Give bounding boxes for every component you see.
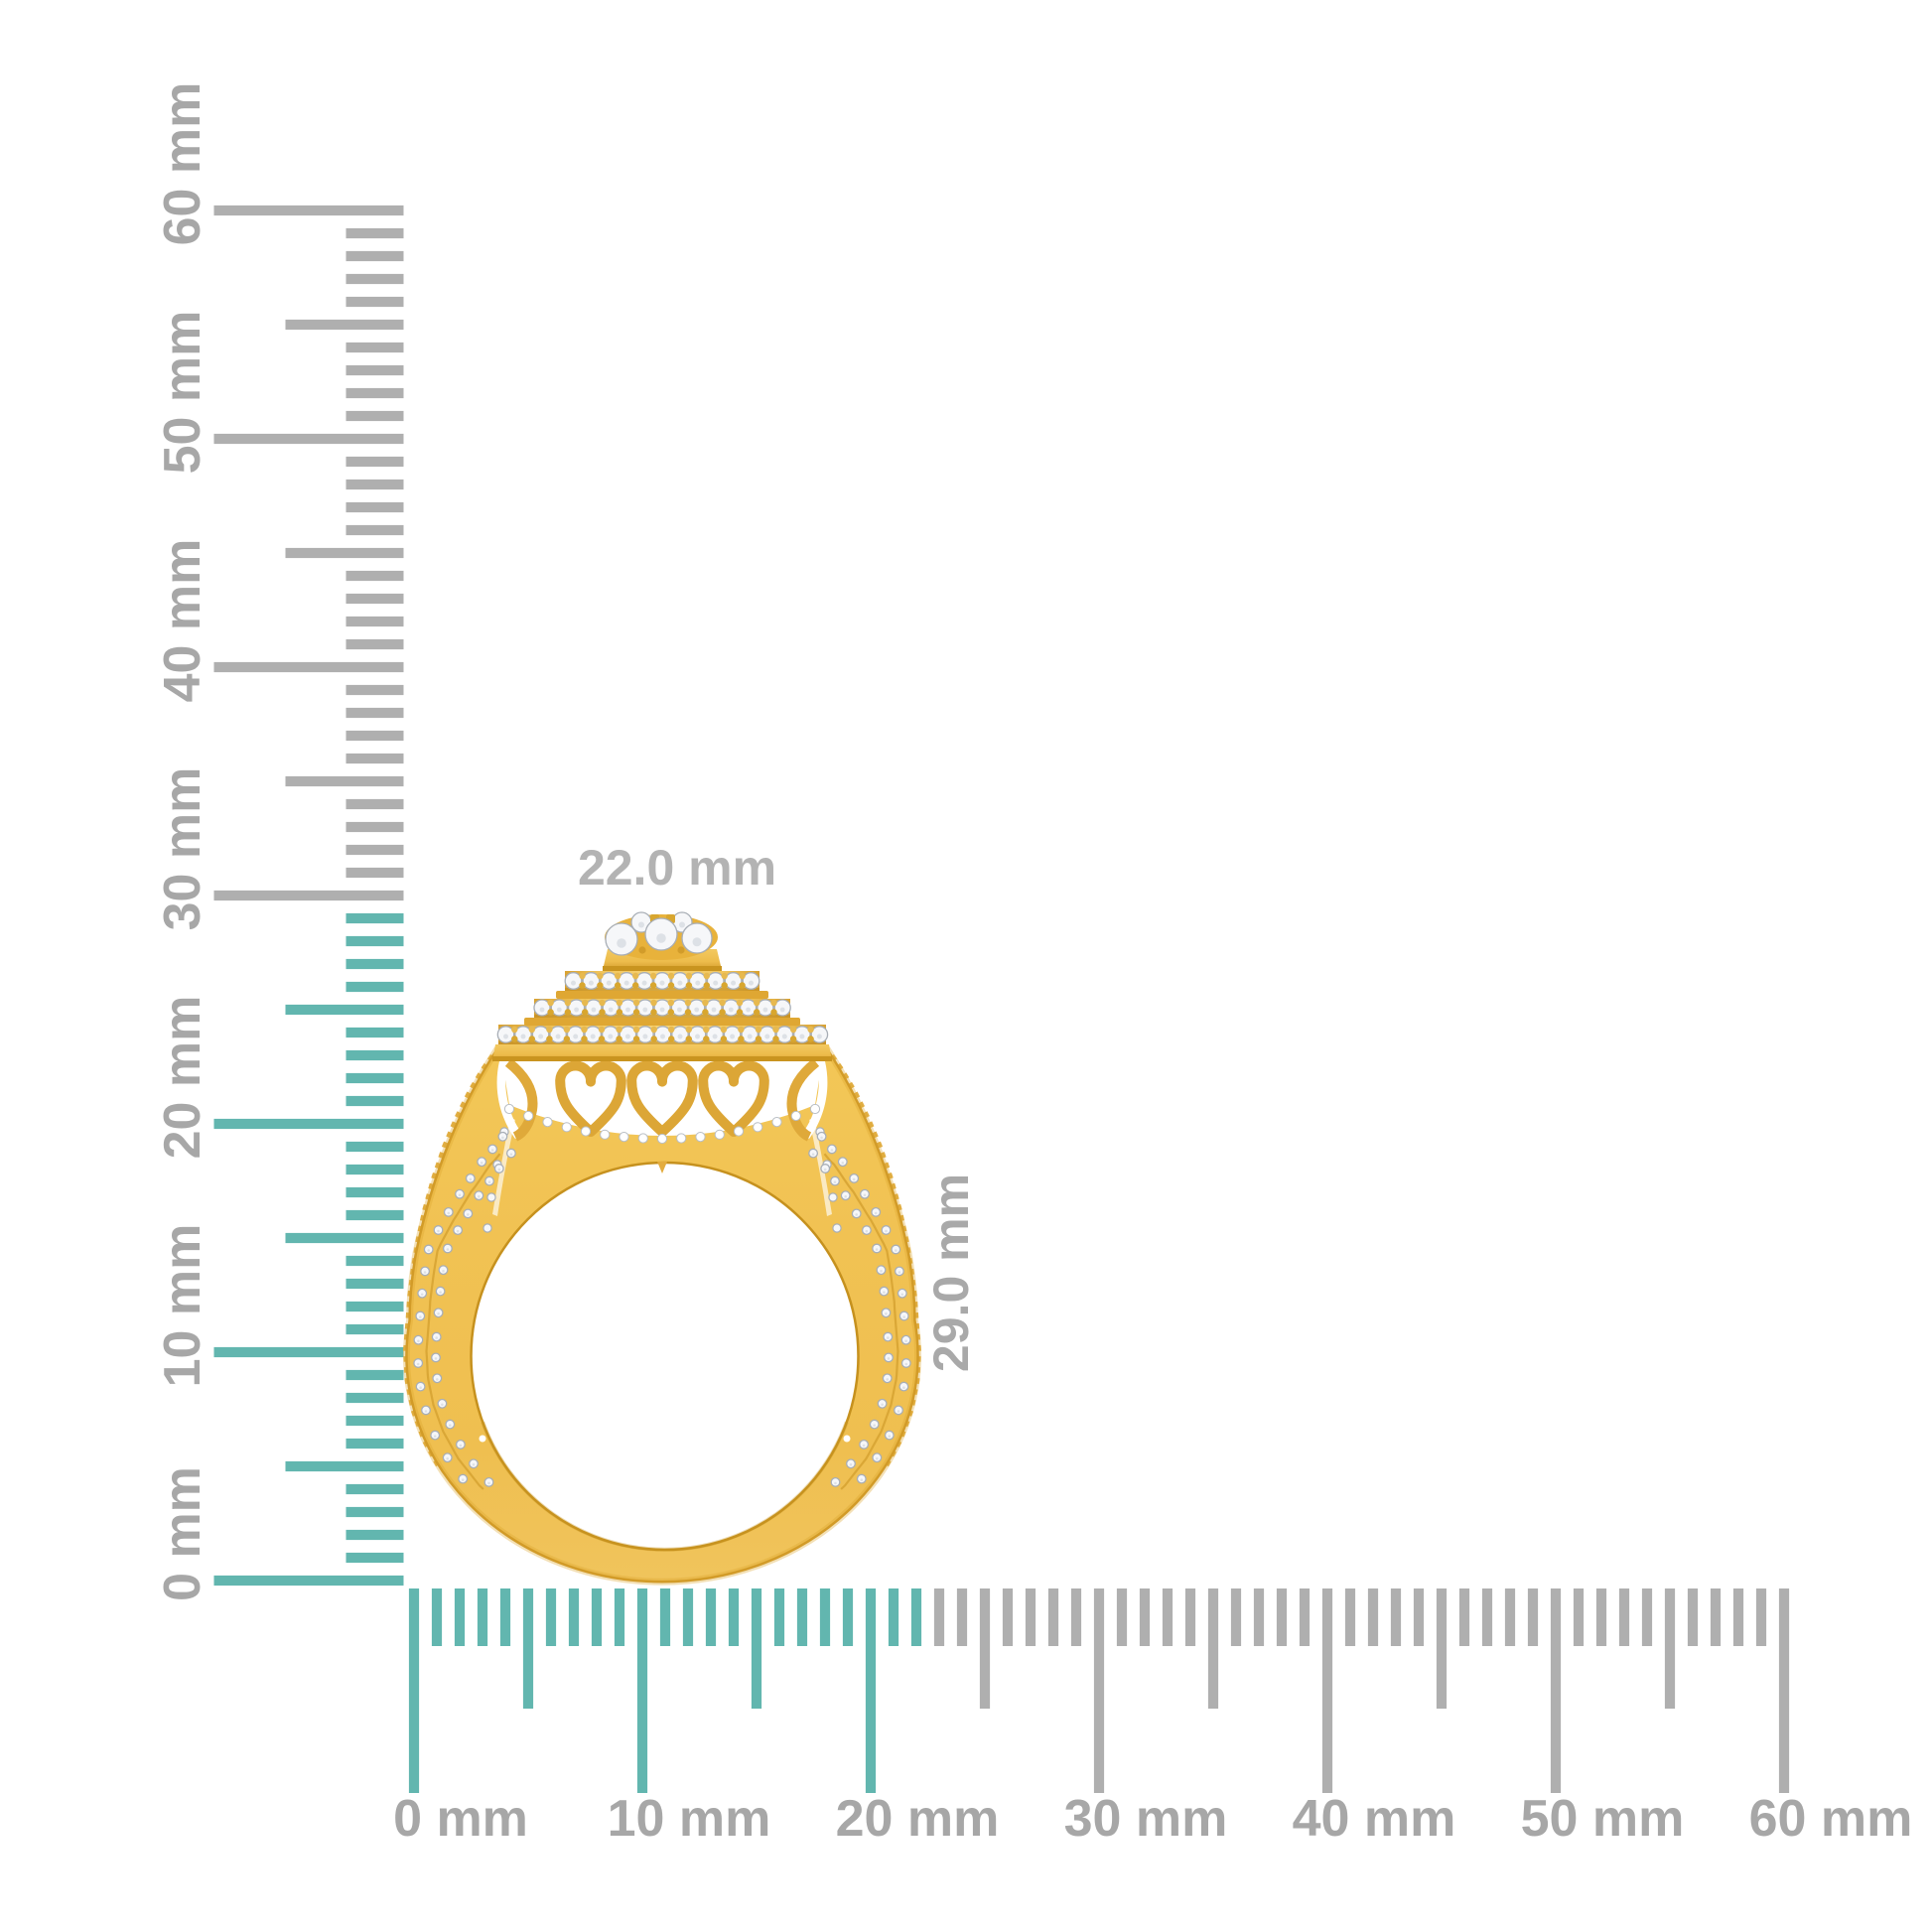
svg-text:22.0 mm: 22.0 mm (578, 840, 776, 896)
svg-text:30 mm: 30 mm (1064, 1790, 1228, 1848)
svg-text:20 mm: 20 mm (154, 996, 211, 1160)
svg-text:50 mm: 50 mm (154, 311, 211, 475)
svg-text:0 mm: 0 mm (154, 1466, 211, 1601)
svg-text:30 mm: 30 mm (154, 767, 211, 931)
svg-text:10 mm: 10 mm (608, 1790, 771, 1848)
svg-text:60 mm: 60 mm (154, 82, 211, 246)
svg-text:20 mm: 20 mm (836, 1790, 1000, 1848)
svg-text:0 mm: 0 mm (393, 1790, 528, 1848)
svg-text:10 mm: 10 mm (154, 1224, 211, 1388)
svg-text:40 mm: 40 mm (154, 539, 211, 703)
svg-text:50 mm: 50 mm (1521, 1790, 1685, 1848)
svg-text:29.0 mm: 29.0 mm (923, 1173, 979, 1372)
svg-text:40 mm: 40 mm (1293, 1790, 1456, 1848)
svg-text:60 mm: 60 mm (1749, 1790, 1913, 1848)
